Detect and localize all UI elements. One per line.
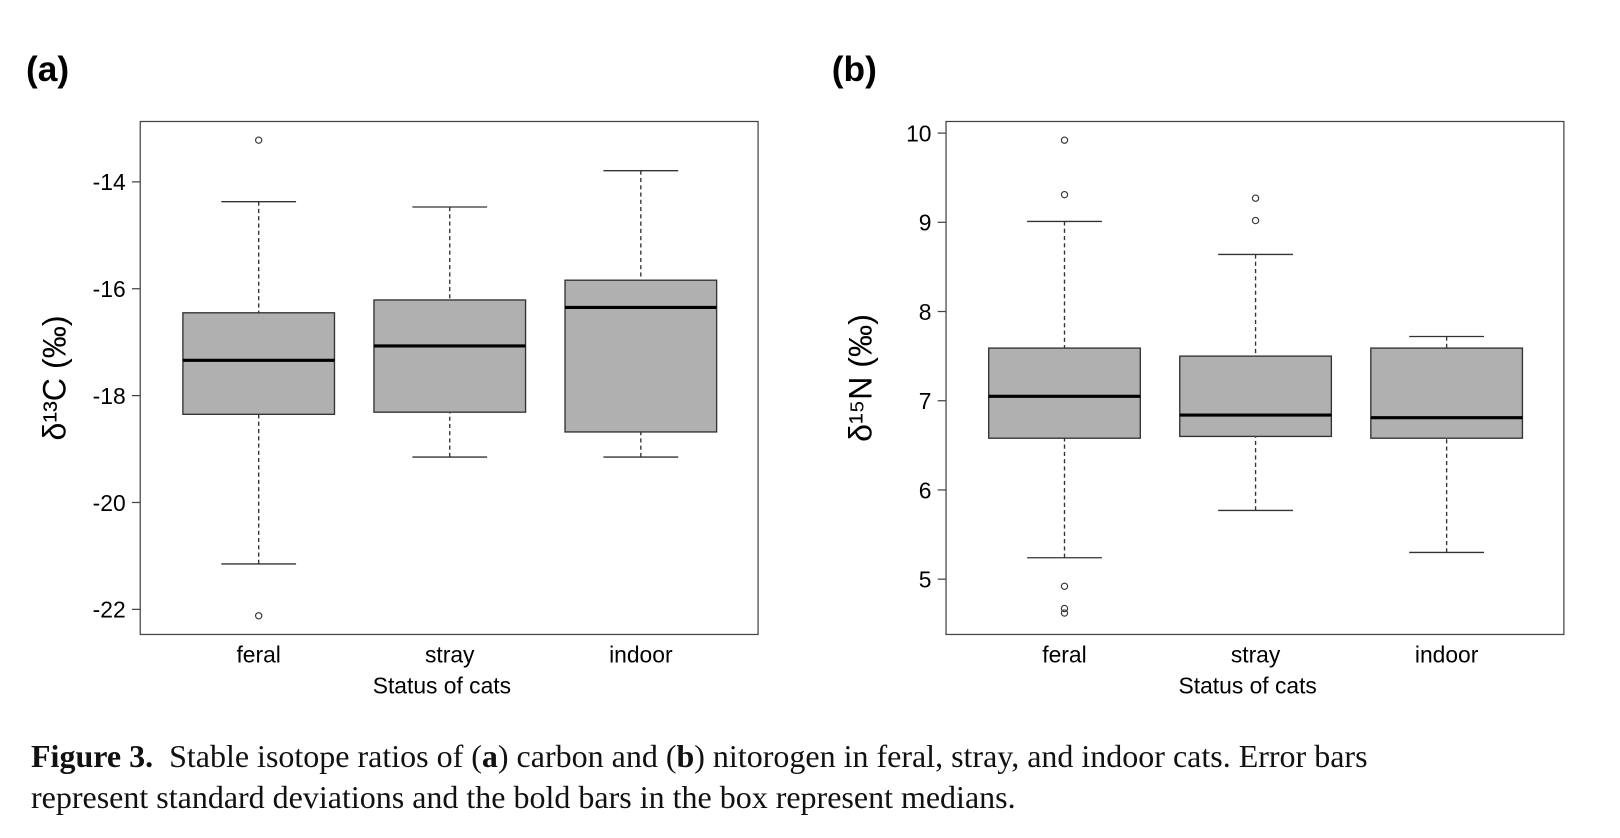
- caption-text: ) nitorogen in feral, stray, and indoor …: [694, 738, 1368, 774]
- y-tick-label: -18: [93, 383, 126, 409]
- y-tick-label: 7: [919, 388, 932, 414]
- outlier: [1060, 190, 1069, 199]
- panel-label: (a): [26, 50, 69, 89]
- x-tick-label: feral: [236, 642, 280, 668]
- y-tick-label: 6: [919, 477, 932, 503]
- plot-frame: [945, 120, 1565, 636]
- y-tick-label: -16: [93, 276, 126, 302]
- caption-label: Figure 3.: [31, 738, 154, 774]
- panel-label: (b): [832, 50, 877, 89]
- y-tick-label: -14: [93, 169, 126, 195]
- outlier: [1251, 216, 1260, 225]
- outlier: [1060, 582, 1069, 590]
- caption: Figure 3. Stable isotope ratios of (a) c…: [31, 736, 1601, 818]
- y-tick-label: 10: [906, 120, 931, 146]
- y-axis-label: δ¹⁵N (‰): [842, 314, 878, 442]
- box: [373, 299, 527, 413]
- outlier: [1060, 609, 1069, 617]
- x-tick-label: indoor: [609, 642, 673, 668]
- y-tick-label: -20: [93, 490, 126, 516]
- box: [1179, 355, 1333, 438]
- caption-text: b: [676, 738, 695, 774]
- plot-frame: [139, 120, 759, 636]
- box: [564, 279, 718, 433]
- caption-text: Stable isotope ratios of (: [169, 738, 482, 774]
- x-axis-label: Status of cats: [373, 673, 511, 699]
- y-axis-label: δ¹³C (‰): [36, 315, 72, 440]
- x-tick-label: feral: [1042, 642, 1086, 668]
- x-axis-label: Status of cats: [1179, 673, 1317, 699]
- caption-text: represent standard deviations and the bo…: [31, 779, 1016, 815]
- y-tick-label: 9: [919, 210, 932, 236]
- y-tick-label: 5: [919, 566, 932, 592]
- x-tick-label: indoor: [1415, 642, 1479, 668]
- caption-text: ) carbon and (: [497, 738, 677, 774]
- box: [988, 347, 1141, 439]
- y-tick-label: -22: [93, 597, 126, 623]
- outlier: [254, 612, 263, 620]
- outlier: [254, 136, 263, 144]
- outlier: [1060, 604, 1069, 613]
- x-tick-label: stray: [425, 642, 475, 668]
- caption-text: a: [481, 738, 498, 774]
- x-tick-label: stray: [1231, 642, 1281, 668]
- outlier: [1060, 136, 1069, 144]
- box: [182, 312, 336, 415]
- y-tick-label: 8: [919, 299, 932, 325]
- outlier: [1251, 194, 1260, 202]
- box: [1370, 347, 1524, 439]
